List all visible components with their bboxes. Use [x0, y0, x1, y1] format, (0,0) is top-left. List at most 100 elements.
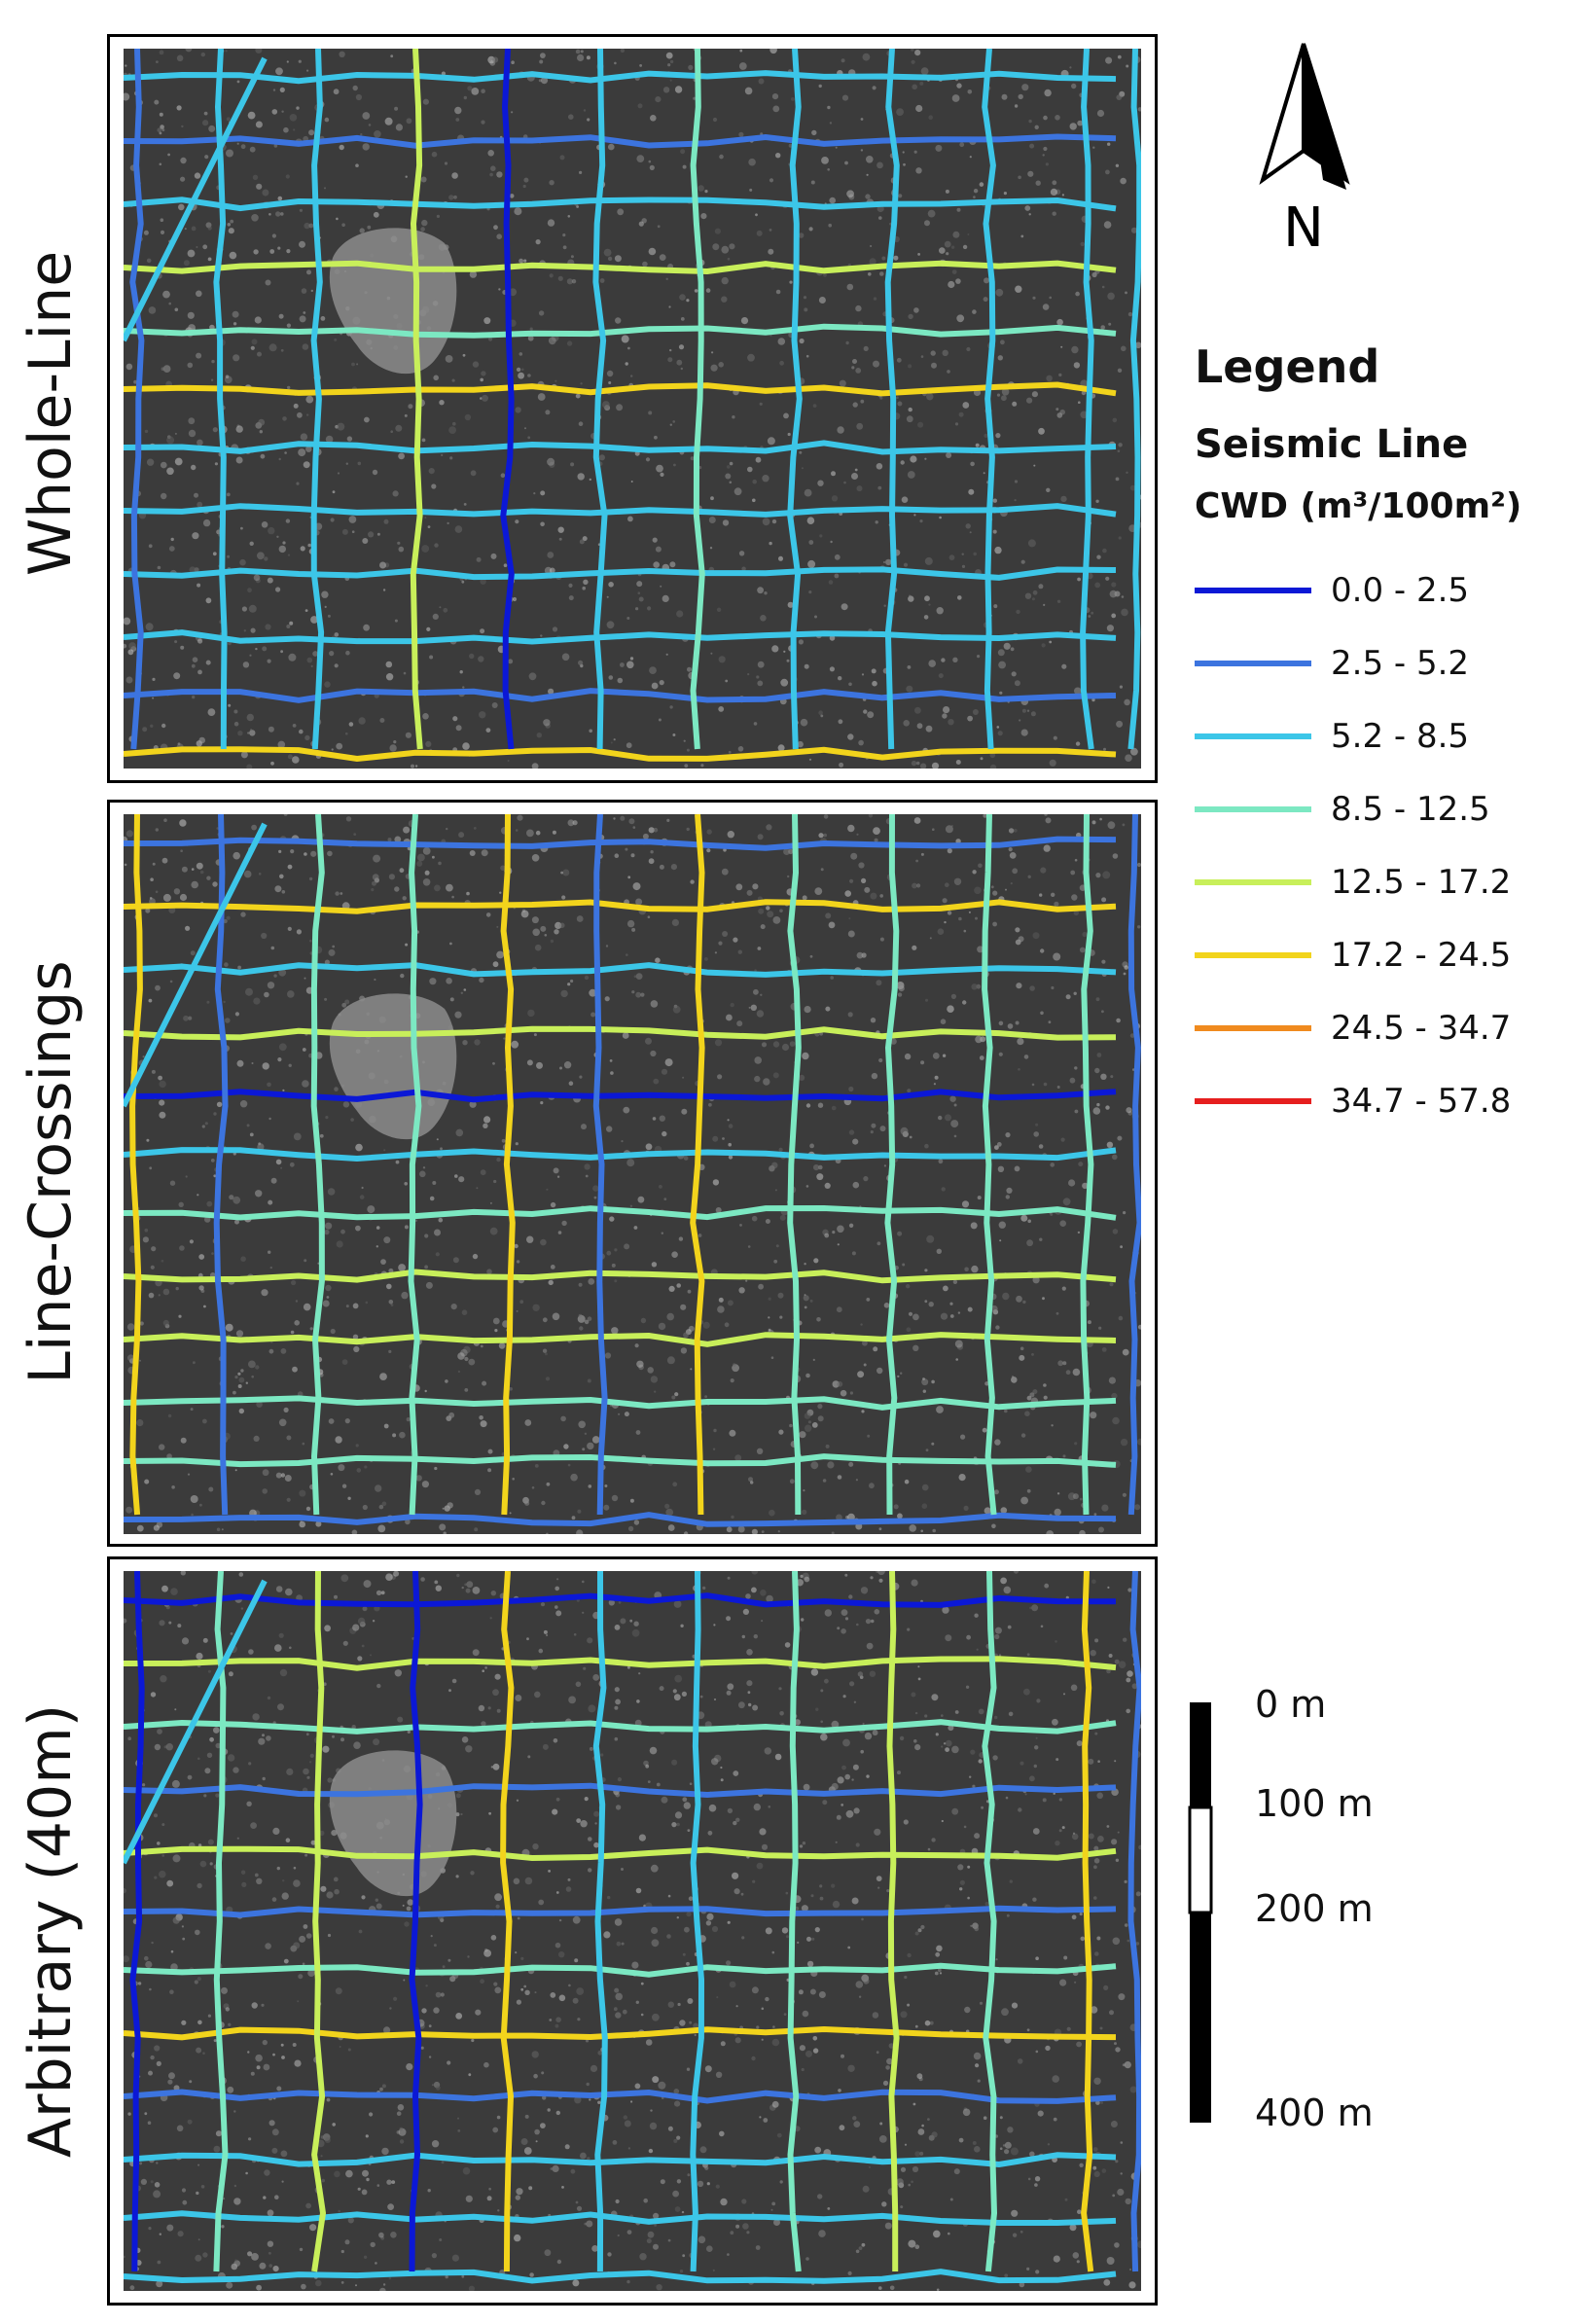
legend-label: 17.2 - 24.5 [1331, 935, 1512, 975]
seismic-line-horizontal [124, 1656, 1117, 1671]
scale-tick-400: 400 m [1255, 2092, 1374, 2134]
seismic-line-vertical [982, 814, 997, 1516]
seismic-line-horizontal [124, 1147, 1117, 1162]
north-label: N [1283, 197, 1324, 258]
legend-item: 5.2 - 8.5 [1195, 699, 1564, 772]
seismic-line-vertical [1127, 1571, 1141, 2272]
legend-item: 24.5 - 34.7 [1195, 991, 1564, 1064]
seismic-line-horizontal [124, 260, 1117, 275]
seismic-line-horizontal [124, 1453, 1117, 1468]
seismic-line-vertical [592, 1571, 608, 2272]
seismic-line-horizontal [124, 1204, 1117, 1221]
legend-classes: 0.0 - 2.5 2.5 - 5.2 5.2 - 8.5 8.5 - 12.5 12.… [1195, 554, 1564, 1137]
legend-item: 2.5 - 5.2 [1195, 626, 1564, 699]
aerial-background [124, 814, 1141, 1534]
seismic-line-horizontal [124, 2210, 1117, 2226]
seismic-line-vertical [592, 814, 608, 1516]
seismic-line-horizontal [124, 836, 1117, 851]
legend-swatch [1195, 733, 1311, 739]
seismic-line-horizontal [124, 70, 1117, 85]
seismic-line-vertical [129, 1571, 145, 2272]
seismic-line-horizontal [124, 1089, 1117, 1103]
scale-bar-graphic [1188, 1702, 1213, 2123]
aerial-background [124, 1571, 1141, 2291]
seismic-line-vertical [311, 1571, 327, 2272]
seismic-line-horizontal [124, 503, 1117, 518]
legend-swatch [1195, 1097, 1311, 1104]
seismic-line-vertical [310, 49, 325, 750]
seismic-line-vertical [690, 1571, 705, 2272]
legend-swatch [1195, 1024, 1311, 1031]
seismic-lines [124, 49, 1141, 763]
seismic-line-diagonal [124, 1579, 268, 1865]
seismic-line-horizontal [124, 899, 1117, 914]
seismic-line-vertical [310, 814, 325, 1516]
map-whole-line [124, 49, 1141, 769]
seismic-lines [124, 1571, 1141, 2284]
legend-swatch [1195, 951, 1311, 958]
seismic-line-vertical [884, 49, 900, 750]
seismic-line-vertical [1081, 1571, 1094, 2272]
clearing-area [329, 1750, 457, 1897]
seismic-line-horizontal [124, 688, 1117, 703]
seismic-line-horizontal [124, 1962, 1117, 1978]
seismic-line-horizontal [124, 1269, 1117, 1284]
north-arrow-icon: N [1259, 43, 1350, 260]
seismic-line-horizontal [124, 962, 1117, 978]
legend-swatch [1195, 587, 1311, 593]
legend-subtitle: Seismic Line [1195, 422, 1469, 467]
map-panel-arbitrary [107, 1556, 1158, 2306]
seismic-line-diagonal [124, 822, 268, 1108]
legend-swatch [1195, 660, 1311, 666]
clearing-area [329, 993, 457, 1140]
seismic-line-vertical [129, 49, 145, 750]
aerial-background [124, 49, 1141, 769]
seismic-line-vertical [592, 49, 608, 750]
legend-label: 24.5 - 34.7 [1331, 1008, 1512, 1048]
seismic-lines [124, 814, 1141, 1527]
seismic-line-vertical [787, 1571, 802, 2272]
legend-title: Legend [1195, 340, 1380, 393]
seismic-line-horizontal [124, 1782, 1117, 1799]
seismic-line-horizontal [124, 1592, 1117, 1608]
seismic-line-vertical [1127, 814, 1141, 1516]
map-arbitrary [124, 1571, 1141, 2291]
legend-label: 8.5 - 12.5 [1331, 789, 1490, 829]
seismic-line-horizontal [124, 629, 1117, 645]
scale-tick-200: 200 m [1255, 1887, 1374, 1930]
panel-label-line-crossings: Line-Crossings [17, 960, 85, 1384]
seismic-line-vertical [690, 814, 705, 1516]
seismic-line-horizontal [124, 1905, 1117, 1918]
seismic-line-horizontal [124, 197, 1117, 212]
seismic-line-vertical [500, 49, 515, 750]
map-panel-line-crossings [107, 800, 1158, 1547]
seismic-line-vertical [213, 1571, 229, 2272]
seismic-line-vertical [982, 49, 996, 750]
legend-item: 8.5 - 12.5 [1195, 772, 1564, 845]
legend-label: 5.2 - 8.5 [1331, 716, 1470, 756]
seismic-line-vertical [787, 814, 802, 1516]
legend-item: 34.7 - 57.8 [1195, 1064, 1564, 1137]
seismic-line-vertical [1080, 49, 1094, 750]
seismic-line-horizontal [124, 440, 1117, 455]
scale-tick-0: 0 m [1255, 1683, 1327, 1726]
legend-unit: CWD (m³/100m²) [1195, 486, 1522, 526]
seismic-line-diagonal [124, 56, 268, 342]
legend: Legend Seismic Line CWD (m³/100m²) 0.0 -… [1195, 340, 1564, 1137]
legend-label: 12.5 - 17.2 [1331, 862, 1512, 902]
seismic-line-horizontal [124, 1845, 1117, 1862]
legend-swatch [1195, 805, 1311, 812]
map-line-crossings [124, 814, 1141, 1534]
legend-label: 2.5 - 5.2 [1331, 643, 1470, 683]
seismic-line-vertical [690, 49, 705, 750]
seismic-line-vertical [213, 814, 229, 1516]
seismic-line-horizontal [124, 566, 1117, 581]
seismic-line-horizontal [124, 323, 1117, 339]
legend-item: 0.0 - 2.5 [1195, 554, 1564, 626]
legend-item: 17.2 - 24.5 [1195, 918, 1564, 991]
seismic-line-vertical [787, 49, 803, 750]
seismic-line-horizontal [124, 2152, 1117, 2168]
panel-label-arbitrary: Arbitrary (40m) [17, 1703, 85, 2159]
seismic-line-horizontal [124, 1025, 1117, 1041]
seismic-line-horizontal [124, 2025, 1117, 2041]
